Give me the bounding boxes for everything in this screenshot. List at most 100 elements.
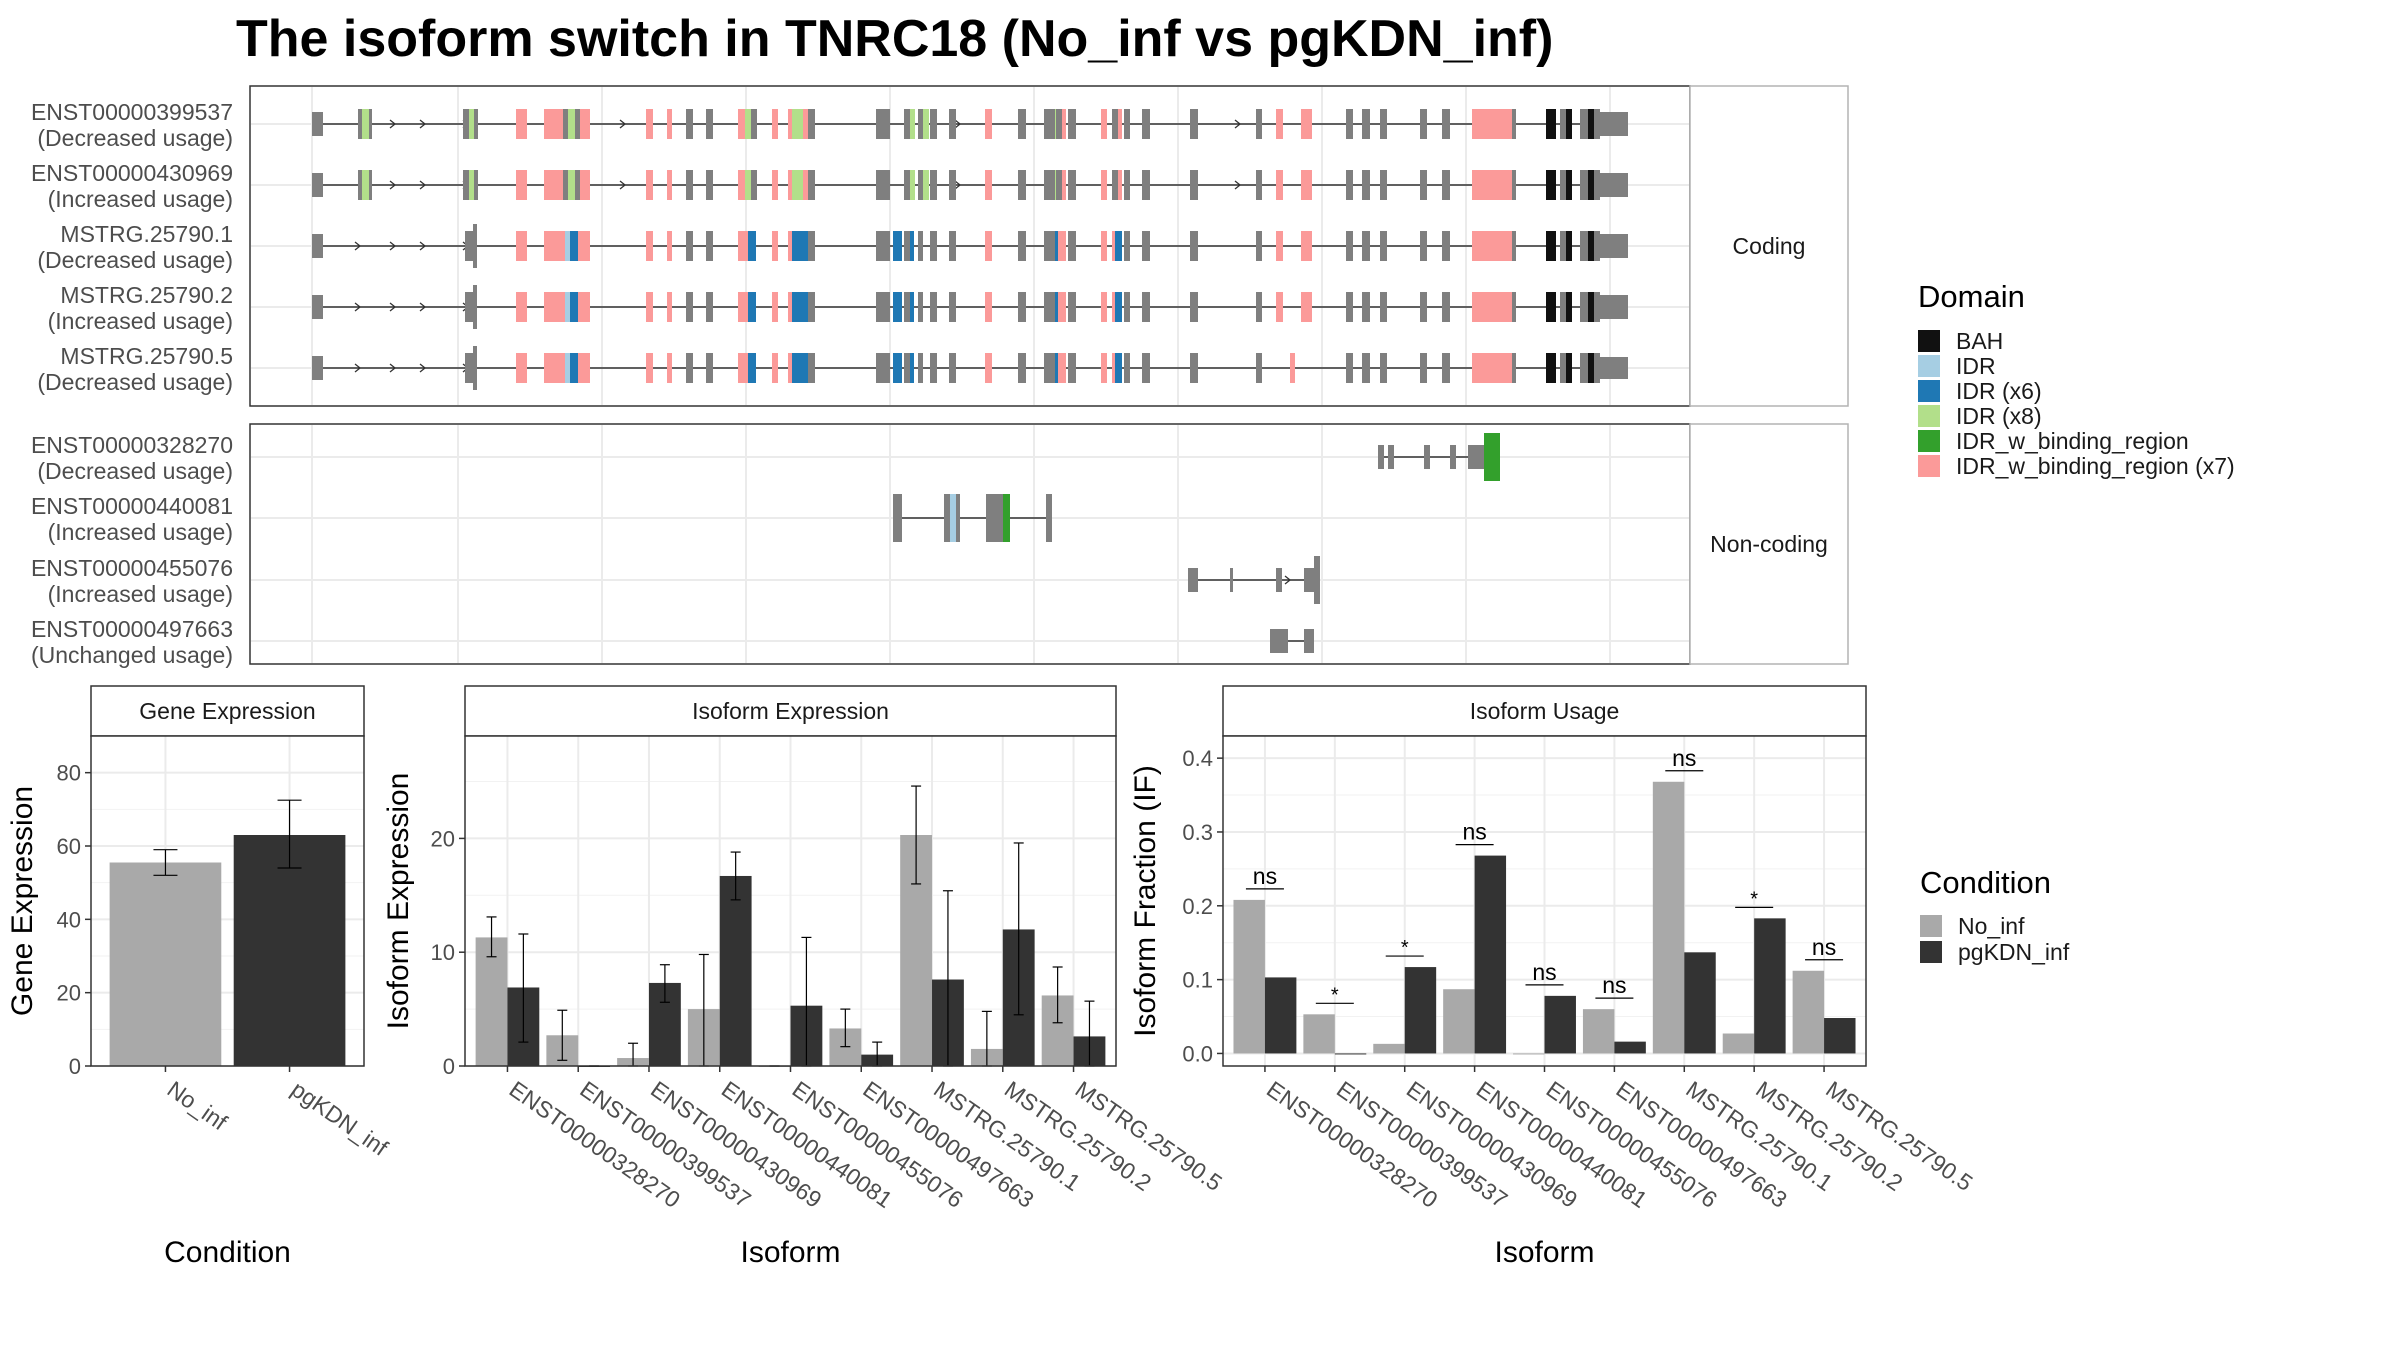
bar	[109, 862, 222, 1066]
strand-arrow	[389, 363, 397, 373]
isoform-usage-label: (Decreased usage)	[37, 125, 233, 151]
exon	[748, 353, 756, 383]
domain-legend-label: IDR_w_binding_region	[1956, 428, 2189, 454]
exon	[570, 353, 578, 383]
exon	[1580, 353, 1588, 383]
x-axis-title: Isoform	[740, 1236, 840, 1269]
exon	[1062, 109, 1066, 139]
exon	[772, 353, 778, 383]
isoform-id-label: MSTRG.25790.1	[60, 221, 233, 247]
chart-title: Isoform Usage	[1470, 698, 1620, 724]
significance-label: ns	[1532, 959, 1556, 985]
exon	[918, 231, 923, 261]
y-tick-label: 10	[431, 940, 455, 965]
y-tick-label: 20	[431, 826, 455, 851]
exon	[544, 292, 565, 322]
exon	[808, 170, 815, 200]
exon	[575, 109, 580, 139]
strand-arrow	[389, 302, 397, 312]
bar	[1722, 1033, 1755, 1054]
exon	[465, 231, 473, 261]
exon	[706, 353, 713, 383]
isoform-id-label: ENST00000430969	[31, 160, 233, 186]
exon	[516, 353, 527, 383]
exon	[686, 170, 693, 200]
exon	[1068, 353, 1076, 383]
exon	[910, 170, 915, 200]
exon	[1124, 109, 1130, 139]
exon	[985, 292, 992, 322]
exon	[1420, 231, 1427, 261]
exon	[1047, 109, 1055, 139]
strand-arrow	[954, 119, 962, 129]
y-tick-label: 80	[57, 761, 81, 786]
chart-title: Gene Expression	[139, 698, 315, 724]
exon	[1594, 292, 1600, 322]
isoform-usage-label: (Increased usage)	[48, 186, 233, 212]
strand-arrow	[419, 119, 427, 129]
exon	[1346, 109, 1353, 139]
exon	[1256, 292, 1262, 322]
exon	[369, 109, 372, 139]
exon	[1588, 170, 1594, 200]
exon	[568, 170, 575, 200]
exon	[1362, 353, 1370, 383]
exon	[1362, 109, 1370, 139]
exon	[1112, 353, 1115, 383]
y-tick-label: 0.2	[1182, 894, 1213, 919]
exon	[904, 170, 910, 200]
exon	[1124, 353, 1130, 383]
exon	[667, 231, 672, 261]
exon	[667, 353, 672, 383]
bar	[1582, 1009, 1615, 1054]
exon	[570, 231, 578, 261]
exon	[1058, 353, 1066, 383]
exon	[1560, 170, 1566, 200]
exon	[570, 292, 578, 322]
exon	[1304, 629, 1314, 653]
exon	[1442, 109, 1450, 139]
domain-legend-label: IDR (x6)	[1956, 378, 2042, 404]
exon	[362, 170, 369, 200]
exon	[1018, 231, 1026, 261]
exon	[1380, 353, 1387, 383]
exon	[1301, 109, 1312, 139]
exon	[1378, 445, 1384, 469]
exon	[1101, 109, 1107, 139]
significance-label: ns	[1462, 819, 1486, 845]
exon	[1362, 170, 1370, 200]
exon	[1188, 568, 1198, 592]
gene-expression-chart: Gene Expression 0 20 40 60 80 No_inf pgKDN_inf C…	[6, 685, 393, 1269]
exon	[1058, 292, 1066, 322]
exon	[563, 170, 568, 200]
exon	[1115, 231, 1122, 261]
exon	[772, 292, 778, 322]
exon	[1512, 109, 1516, 139]
exon	[788, 353, 792, 383]
exon	[1115, 353, 1122, 383]
exon	[1276, 231, 1283, 261]
strand-arrow	[1234, 119, 1242, 129]
exon	[1068, 292, 1076, 322]
exon	[706, 109, 713, 139]
exon	[803, 109, 808, 139]
exon	[358, 109, 362, 139]
exon	[473, 224, 477, 268]
noncoding-facet-strip	[1689, 423, 1849, 665]
exon	[516, 231, 527, 261]
noncoding-facet-strip-label: Non-coding	[1710, 531, 1828, 557]
exon	[469, 170, 474, 200]
domain-legend-label: IDR (x8)	[1956, 403, 2042, 429]
significance-label: ns	[1812, 934, 1836, 960]
bar	[1792, 970, 1825, 1054]
exon	[1101, 231, 1107, 261]
exon	[1424, 445, 1430, 469]
exon	[1600, 173, 1628, 197]
exon	[918, 353, 923, 383]
exon	[944, 494, 950, 542]
exon	[1512, 231, 1516, 261]
exon	[788, 292, 792, 322]
exon	[910, 292, 914, 322]
exon	[1301, 170, 1312, 200]
